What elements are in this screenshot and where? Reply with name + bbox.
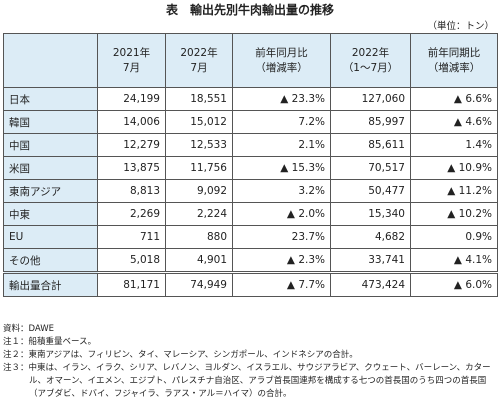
note: 注１：船積重量ベース。 <box>3 337 97 347</box>
cell: 81,171 <box>97 271 166 297</box>
cell: 0.9% <box>410 225 498 249</box>
header-cell: 2022年 7月 <box>165 33 233 88</box>
cell: 24,199 <box>97 87 166 111</box>
cell: 1.4% <box>410 133 498 157</box>
cell: ▲ 10.9% <box>410 156 498 180</box>
row-label: 中東 <box>3 202 98 226</box>
row: 中東 2,269 2,224 ▲ 2.0% 15,340 ▲ 10.2% <box>3 202 498 226</box>
row: EU 711 880 23.7% 4,682 0.9% <box>3 225 498 249</box>
cell: 127,060 <box>330 87 411 111</box>
cell: 15,340 <box>330 202 411 226</box>
cell: 70,517 <box>330 156 411 180</box>
cell: 85,611 <box>330 133 411 157</box>
cell: 8,813 <box>97 179 166 203</box>
header-cell: 2021年 7月 <box>97 33 166 88</box>
table: 2021年 7月 2022年 7月 前年同月比 （増減率） 2022年 （1～7月） 前年同期比… <box>3 33 498 297</box>
notes: 資料：DAWE 注１：船積重量ベース。注２：東南アジアは、フィリピン、タイ、マレー… <box>3 323 497 401</box>
cell: ▲ 4.1% <box>410 248 498 273</box>
cell: 12,533 <box>165 133 233 157</box>
header-line: 7月 <box>190 61 208 74</box>
header-line: 2021年 <box>112 46 151 59</box>
cell: 12,279 <box>97 133 166 157</box>
note: 注２：東南アジアは、フィリピン、タイ、マレーシア、シンガポール、インドネシアの合… <box>3 350 358 360</box>
cell: 50,477 <box>330 179 411 203</box>
row-label: 韓国 <box>3 110 98 134</box>
cell: 5,018 <box>97 248 166 273</box>
cell: ▲ 4.6% <box>410 110 498 134</box>
cell: 13,875 <box>97 156 166 180</box>
row: 米国 13,875 11,756 ▲ 15.3% 70,517 ▲ 10.9% <box>3 156 498 180</box>
title: 表 輸出先別牛肉輸出量の推移 <box>165 3 334 17</box>
cell: 74,949 <box>165 271 233 297</box>
cell: 2.1% <box>232 133 331 157</box>
cell: 85,997 <box>330 110 411 134</box>
cell: ▲ 7.7% <box>232 271 331 297</box>
note: 注３：中東は、イラン、イラク、シリア、レバノン、ヨルダン、イスラエル、サウジアラ… <box>3 363 491 399</box>
cell: 9,092 <box>165 179 233 203</box>
cell: ▲ 6.0% <box>410 271 498 297</box>
row-label: その他 <box>3 248 98 273</box>
cell: 4,901 <box>165 248 233 273</box>
header-cell: 2022年 （1～7月） <box>330 33 411 88</box>
cell: ▲ 6.6% <box>410 87 498 111</box>
header-line: （1～7月） <box>342 61 399 74</box>
cell: ▲ 11.2% <box>410 179 498 203</box>
row: 韓国 14,006 15,012 7.2% 85,997 ▲ 4.6% <box>3 110 498 134</box>
note: 資料：DAWE <box>3 324 55 334</box>
unit: （単位：トン） <box>427 21 494 32</box>
cell: 4,682 <box>330 225 411 249</box>
row-label: EU <box>3 225 98 249</box>
cell: 33,741 <box>330 248 411 273</box>
header-line: 前年同月比 <box>255 46 308 59</box>
row: 輸出量合計 81,171 74,949 ▲ 7.7% 473,424 ▲ 6.0% <box>3 271 498 297</box>
cell: 11,756 <box>165 156 233 180</box>
row-label: 中国 <box>3 133 98 157</box>
row-label: 東南アジア <box>3 179 98 203</box>
cell: 7.2% <box>232 110 331 134</box>
row-label: 輸出量合計 <box>3 271 98 297</box>
cell: ▲ 2.3% <box>232 248 331 273</box>
cell: ▲ 10.2% <box>410 202 498 226</box>
row: 東南アジア 8,813 9,092 3.2% 50,477 ▲ 11.2% <box>3 179 498 203</box>
cell: 15,012 <box>165 110 233 134</box>
header-line: （増減率） <box>427 61 481 74</box>
cell: 711 <box>97 225 166 249</box>
header-cell: 前年同期比 （増減率） <box>410 33 498 88</box>
row: その他 5,018 4,901 ▲ 2.3% 33,741 ▲ 4.1% <box>3 248 498 273</box>
row: 中国 12,279 12,533 2.1% 85,611 1.4% <box>3 133 498 157</box>
cell: 2,224 <box>165 202 233 226</box>
cell: 880 <box>165 225 233 249</box>
header-line: 2022年 <box>180 46 218 59</box>
cell: 14,006 <box>97 110 166 134</box>
cell: ▲ 15.3% <box>232 156 331 180</box>
cell: 18,551 <box>165 87 233 111</box>
cell: 2,269 <box>97 202 166 226</box>
cell: 473,424 <box>330 271 411 297</box>
header-line: 2022年 <box>351 46 390 59</box>
cell: 3.2% <box>232 179 331 203</box>
row-label: 米国 <box>3 156 98 180</box>
row-label: 日本 <box>3 87 98 111</box>
cell: ▲ 2.0% <box>232 202 331 226</box>
cell: ▲ 23.3% <box>232 87 331 111</box>
header-row: 2021年 7月 2022年 7月 前年同月比 （増減率） 2022年 （1～7月） 前年同期比… <box>3 33 498 88</box>
header-line: 前年同期比 <box>427 46 481 59</box>
header-cell: 前年同月比 （増減率） <box>232 33 331 88</box>
row: 日本 24,199 18,551 ▲ 23.3% 127,060 ▲ 6.6% <box>3 87 498 111</box>
header-line: 7月 <box>122 61 141 74</box>
header-line: （増減率） <box>255 61 308 74</box>
cell: 23.7% <box>232 225 331 249</box>
corner <box>3 33 98 88</box>
